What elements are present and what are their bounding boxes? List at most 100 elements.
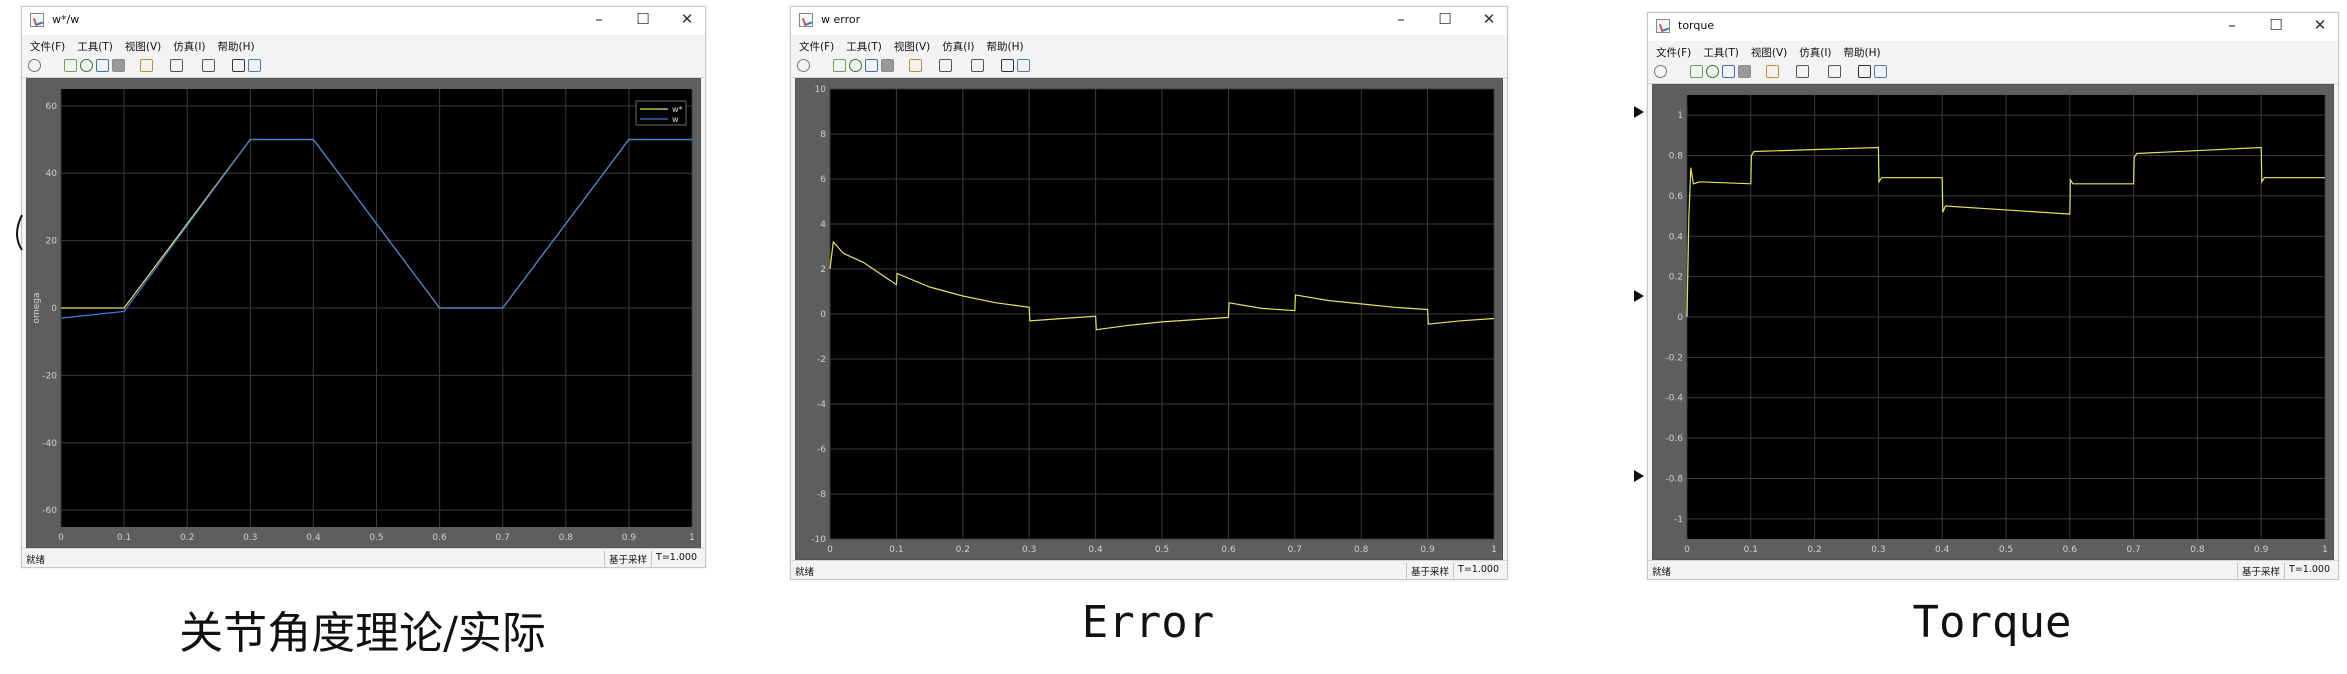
cursor-measure-icon[interactable] <box>1858 65 1871 78</box>
step-back-icon[interactable] <box>1690 65 1703 78</box>
cursor-measure-icon[interactable] <box>232 59 245 72</box>
x-tick-label: 0.2 <box>180 533 194 543</box>
settings-icon[interactable] <box>797 59 810 72</box>
x-tick-label: 0.3 <box>1871 545 1885 555</box>
run-icon[interactable] <box>849 59 862 72</box>
menu-item[interactable]: 文件(F) <box>799 41 835 53</box>
x-tick-label: 0.8 <box>2190 545 2205 555</box>
y-tick-label: 4 <box>820 220 826 230</box>
settings-icon[interactable] <box>1654 65 1667 78</box>
y-tick-label: -8 <box>817 490 826 500</box>
stop-icon[interactable] <box>881 59 894 72</box>
y-tick-label: -1 <box>1674 515 1683 525</box>
menu-item[interactable]: 工具(T) <box>1703 47 1739 59</box>
x-tick-label: 0.6 <box>432 533 447 543</box>
menu-item[interactable]: 工具(T) <box>77 41 113 53</box>
y-tick-label: 10 <box>815 85 827 95</box>
edit-icon[interactable] <box>1874 65 1887 78</box>
stop-icon[interactable] <box>112 59 125 72</box>
title-bar[interactable]: w*/w – ☐ ✕ <box>22 7 705 36</box>
plot-area[interactable]: 0 0.1 0.2 0.3 0.4 0.5 0.6 0.7 0.8 0.9 1 10 8 6 4 2 0 -2 -4… <box>795 78 1503 560</box>
chart-svg: 0 0.1 0.2 0.3 0.4 0.5 0.6 0.7 0.8 0.9 1 60 40 20 0 -20 -… <box>32 89 695 543</box>
y-tick-label: 20 <box>46 237 58 247</box>
scope-window-w-error: w error – ☐ ✕ 文件(F) 工具(T) 视图(V) 仿真(I) 帮助(H) … <box>790 6 1508 580</box>
step-back-icon[interactable] <box>64 59 77 72</box>
scope-app-icon <box>1656 19 1670 33</box>
plot-area[interactable]: 0 0.1 0.2 0.3 0.4 0.5 0.6 0.7 0.8 0.9 1 60 40 20 0 -20 -… <box>26 78 701 548</box>
scope-app-icon <box>30 13 44 27</box>
autoscale-icon[interactable] <box>971 59 984 72</box>
background-fragment <box>1634 106 1644 482</box>
zoom-icon[interactable] <box>170 59 183 72</box>
close-icon[interactable]: ✕ <box>2313 16 2327 34</box>
run-icon[interactable] <box>1706 65 1719 78</box>
close-icon[interactable]: ✕ <box>680 10 694 28</box>
menu-item[interactable]: 文件(F) <box>30 41 66 53</box>
step-forward-icon[interactable] <box>96 59 109 72</box>
menu-item[interactable]: 工具(T) <box>846 41 882 53</box>
status-bar: 就绪 基于采样 T=1.000 <box>1648 560 2338 579</box>
stop-icon[interactable] <box>1738 65 1751 78</box>
y-tick-label: 1 <box>1677 111 1683 121</box>
x-tick-label: 0.4 <box>1088 545 1103 555</box>
title-bar[interactable]: torque – ☐ ✕ <box>1648 13 2338 42</box>
toolbar <box>22 55 705 78</box>
menu-item[interactable]: 帮助(H) <box>217 41 255 53</box>
menu-bar: 文件(F) 工具(T) 视图(V) 仿真(I) 帮助(H) <box>1648 41 2338 61</box>
title-bar[interactable]: w error – ☐ ✕ <box>791 7 1507 36</box>
y-tick-label: 8 <box>820 130 826 140</box>
maximize-icon[interactable]: ☐ <box>2269 16 2283 34</box>
plot-area[interactable]: 0 0.1 0.2 0.3 0.4 0.5 0.6 0.7 0.8 0.9 1 1 0.8 0.6 0.4 0… <box>1652 84 2334 560</box>
menu-item[interactable]: 文件(F) <box>1656 47 1692 59</box>
chart-svg: 0 0.1 0.2 0.3 0.4 0.5 0.6 0.7 0.8 0.9 1 1 0.8 0.6 0.4 0… <box>1665 95 2328 555</box>
series-line-signal <box>1686 146 2325 318</box>
status-mode: 基于采样 <box>604 551 651 567</box>
highlight-icon[interactable] <box>140 59 153 72</box>
menu-item[interactable]: 视图(V) <box>893 41 931 53</box>
y-axis-label: omega <box>32 292 42 323</box>
toolbar <box>1648 61 2338 84</box>
close-icon[interactable]: ✕ <box>1482 10 1496 28</box>
caption-joint-angle: 关节角度理论/实际 <box>179 608 546 659</box>
x-tick-label: 0.5 <box>1155 545 1169 555</box>
step-forward-icon[interactable] <box>1722 65 1735 78</box>
menu-item[interactable]: 帮助(H) <box>1843 47 1881 59</box>
window-title: w error <box>821 13 861 26</box>
x-tick-label: 0.2 <box>956 545 970 555</box>
menu-item[interactable]: 视图(V) <box>1750 47 1788 59</box>
menu-item[interactable]: 视图(V) <box>124 41 162 53</box>
settings-icon[interactable] <box>28 59 41 72</box>
x-tick-label: 0.6 <box>2063 545 2078 555</box>
y-tick-label: -0.8 <box>1665 474 1683 484</box>
highlight-icon[interactable] <box>909 59 922 72</box>
minimize-icon[interactable]: – <box>595 10 603 28</box>
autoscale-icon[interactable] <box>202 59 215 72</box>
series-line-signal <box>829 240 1495 331</box>
scope-window-wstar-w: w*/w – ☐ ✕ 文件(F) 工具(T) 视图(V) 仿真(I) 帮助(H) 0 0.… <box>21 6 706 568</box>
x-tick-label: 1 <box>1491 545 1497 555</box>
x-tick-label: 0 <box>827 545 833 555</box>
zoom-icon[interactable] <box>939 59 952 72</box>
autoscale-icon[interactable] <box>1828 65 1841 78</box>
menu-item[interactable]: 仿真(I) <box>1799 47 1832 59</box>
menu-item[interactable]: 仿真(I) <box>173 41 206 53</box>
cursor-measure-icon[interactable] <box>1001 59 1014 72</box>
run-icon[interactable] <box>80 59 93 72</box>
edit-icon[interactable] <box>248 59 261 72</box>
zoom-icon[interactable] <box>1796 65 1809 78</box>
status-mode: 基于采样 <box>1406 563 1453 579</box>
highlight-icon[interactable] <box>1766 65 1779 78</box>
step-back-icon[interactable] <box>833 59 846 72</box>
edit-icon[interactable] <box>1017 59 1030 72</box>
x-tick-label: 0.7 <box>2126 545 2140 555</box>
step-forward-icon[interactable] <box>865 59 878 72</box>
menu-item[interactable]: 仿真(I) <box>942 41 975 53</box>
menu-item[interactable]: 帮助(H) <box>986 41 1024 53</box>
minimize-icon[interactable]: – <box>2228 16 2236 34</box>
status-time: T=1.000 <box>1453 563 1503 579</box>
minimize-icon[interactable]: – <box>1397 10 1405 28</box>
menu-bar: 文件(F) 工具(T) 视图(V) 仿真(I) 帮助(H) <box>22 35 705 55</box>
maximize-icon[interactable]: ☐ <box>636 10 650 28</box>
maximize-icon[interactable]: ☐ <box>1438 10 1452 28</box>
x-tick-label: 0.8 <box>1354 545 1369 555</box>
